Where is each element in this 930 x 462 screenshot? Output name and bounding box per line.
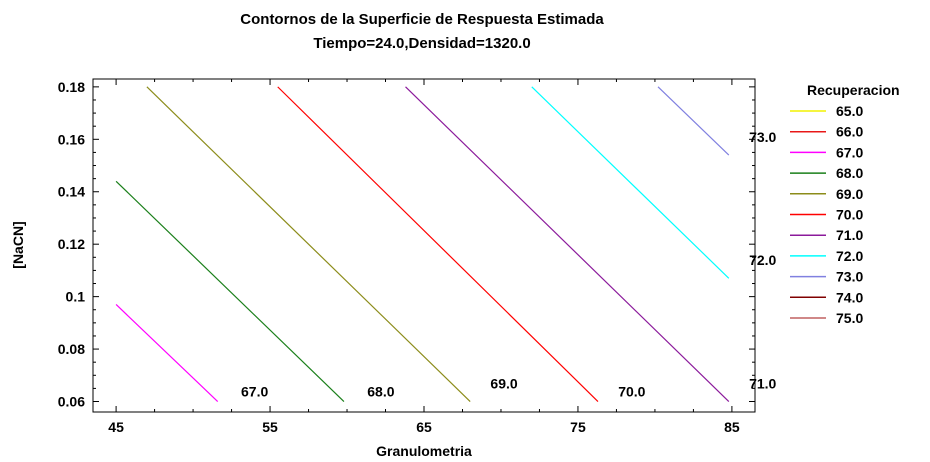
y-tick-label: 0.14: [58, 184, 85, 200]
contour-line-72.0: [531, 86, 730, 279]
legend-label-75.0: 75.0: [836, 310, 863, 326]
y-tick-label: 0.12: [58, 236, 85, 252]
x-tick-label: 65: [416, 419, 432, 435]
legend-title: Recuperacion: [807, 82, 900, 98]
x-tick-label: 45: [108, 419, 124, 435]
legend: Recuperacion 65.0 66.0 67.0 68.0 69.0 70.0 71.…: [790, 82, 900, 326]
y-axis: 0.06 0.08 0.1 0.12 0.14 0.16 0.18: [58, 79, 755, 410]
x-tick-label: 75: [570, 419, 586, 435]
y-tick-label: 0.16: [58, 131, 85, 147]
contour-label-70.0: 70.0: [618, 383, 645, 399]
contour-line-67.0: [115, 304, 219, 402]
contour-label-73.0: 73.0: [749, 129, 776, 145]
legend-label-71.0: 71.0: [836, 227, 863, 243]
chart-subtitle: Tiempo=24.0,Densidad=1320.0: [313, 35, 530, 52]
legend-label-74.0: 74.0: [836, 289, 863, 305]
plot-frame: [92, 78, 756, 413]
y-tick-label: 0.06: [58, 394, 85, 410]
legend-label-68.0: 68.0: [836, 165, 863, 181]
contour-lines: [115, 86, 730, 402]
contour-line-68.0: [115, 180, 345, 402]
legend-label-66.0: 66.0: [836, 124, 863, 140]
contour-label-68.0: 68.0: [367, 383, 394, 399]
legend-label-65.0: 65.0: [836, 103, 863, 119]
contour-label-67.0: 67.0: [241, 383, 268, 399]
y-tick-label: 0.1: [66, 289, 86, 305]
contour-labels: 67.0 68.0 69.0 70.0 71.0 72.0 73.0: [241, 129, 777, 399]
legend-label-67.0: 67.0: [836, 144, 863, 160]
contour-line-73.0: [657, 86, 730, 156]
y-tick-label: 0.08: [58, 341, 85, 357]
x-axis: 45 55 65 75 85: [108, 79, 740, 435]
contour-label-71.0: 71.0: [749, 375, 776, 391]
y-axis-label: [NaCN]: [10, 221, 26, 268]
x-tick-label: 85: [724, 419, 740, 435]
contour-label-72.0: 72.0: [749, 252, 776, 268]
contour-line-69.0: [146, 86, 471, 402]
x-axis-label: Granulometria: [376, 443, 472, 459]
chart-title: Contornos de la Superficie de Respuesta …: [240, 11, 604, 28]
contour-label-69.0: 69.0: [490, 375, 517, 391]
y-tick-label: 0.18: [58, 79, 85, 95]
legend-label-72.0: 72.0: [836, 248, 863, 264]
contour-line-70.0: [277, 86, 599, 402]
legend-label-69.0: 69.0: [836, 186, 863, 202]
contour-line-71.0: [405, 86, 730, 402]
x-tick-label: 55: [262, 419, 278, 435]
legend-label-70.0: 70.0: [836, 207, 863, 223]
legend-label-73.0: 73.0: [836, 269, 863, 285]
